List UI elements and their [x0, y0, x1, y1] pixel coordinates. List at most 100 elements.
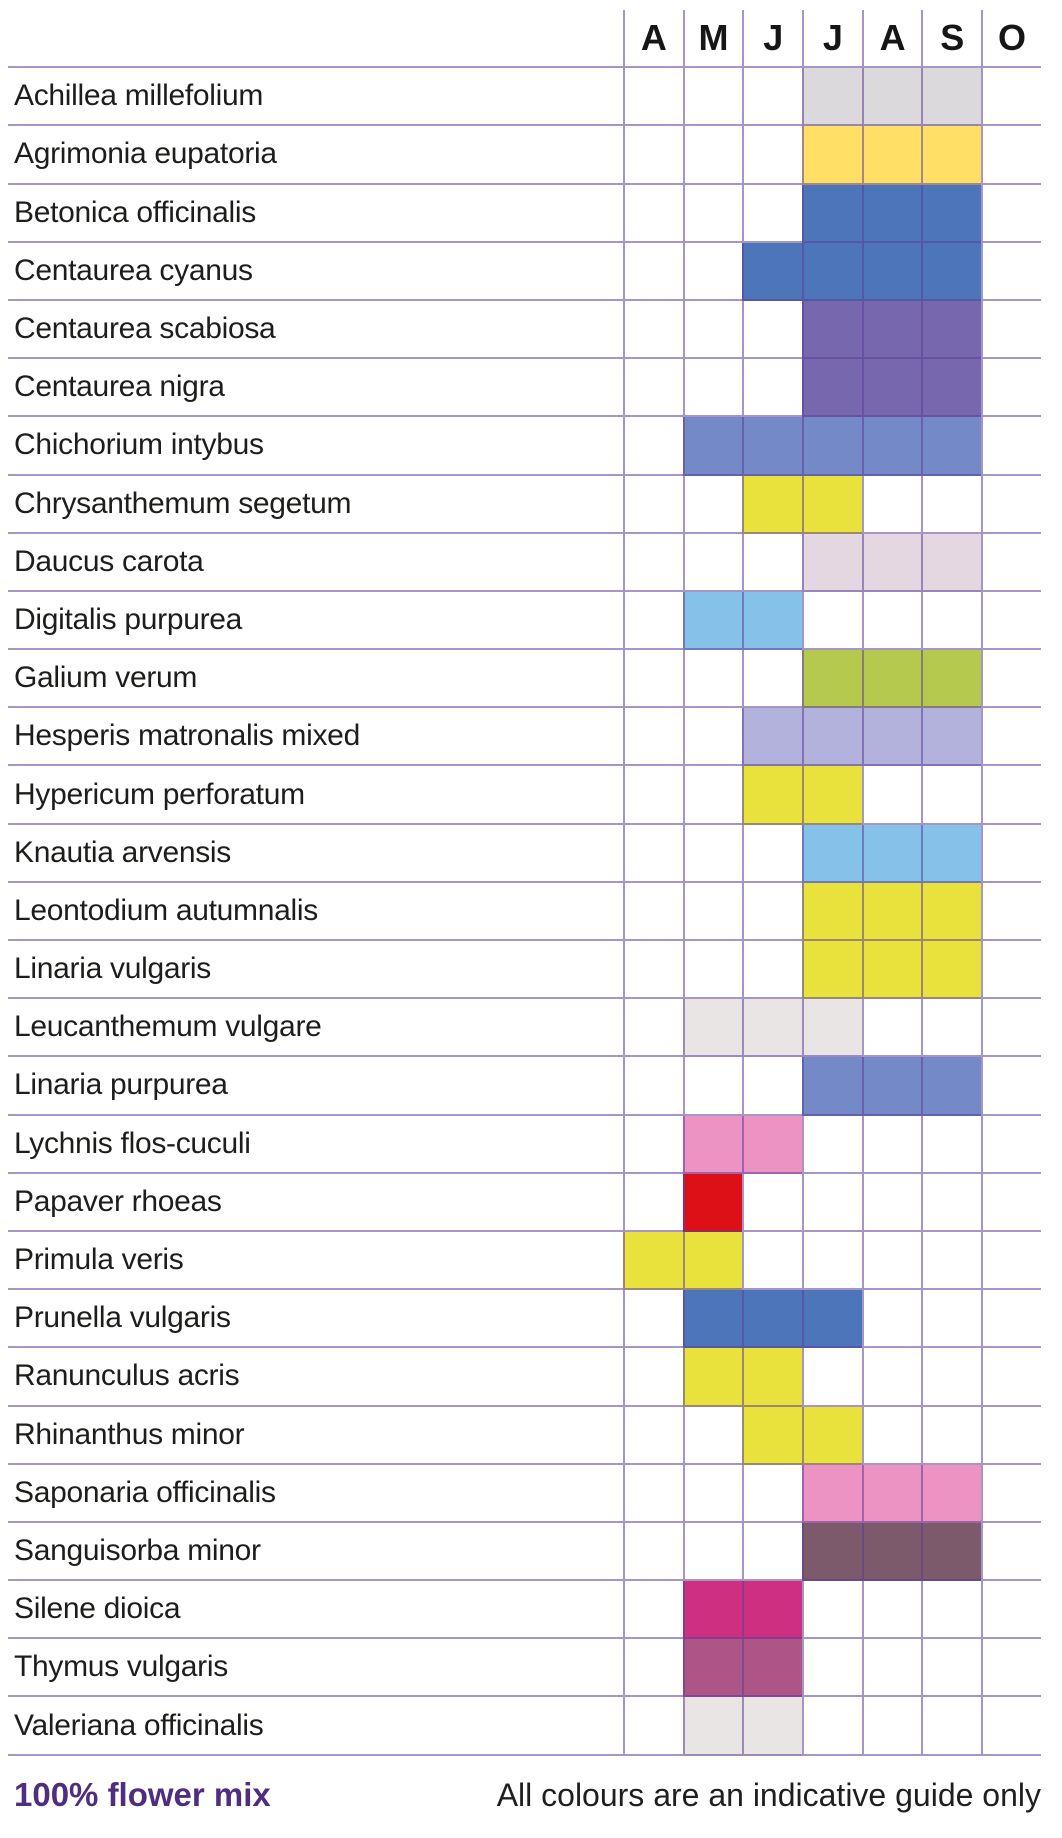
month-cell: [802, 242, 862, 301]
month-cell: [682, 824, 743, 883]
month-header-4: J: [802, 10, 862, 68]
month-cell: [623, 1464, 683, 1523]
month-cell: [861, 68, 922, 127]
month-cell: [981, 417, 1041, 476]
month-cell: [742, 1406, 803, 1465]
month-cell: [981, 533, 1041, 592]
month-cell: [861, 1581, 922, 1640]
month-cell: [981, 359, 1041, 418]
species-label: Agrimonia eupatoria: [8, 126, 623, 185]
month-cell: [742, 68, 803, 127]
month-cell: [802, 300, 862, 360]
month-cell: [921, 882, 982, 941]
month-cell: [981, 591, 1041, 651]
month-cell: [921, 766, 982, 825]
month-cell: [742, 359, 803, 418]
species-label: Hypericum perforatum: [8, 766, 623, 825]
month-cell: [742, 1290, 803, 1349]
month-cell: [802, 1522, 862, 1582]
month-cell: [623, 941, 683, 1000]
species-label: Betonica officinalis: [8, 185, 623, 243]
month-cell: [802, 1406, 862, 1465]
month-cell: [981, 184, 1041, 243]
month-header-3: J: [742, 10, 803, 68]
month-cell: [861, 1057, 922, 1116]
month-cell: [861, 417, 922, 476]
month-cell: [623, 1697, 683, 1756]
species-label: Thymus vulgaris: [8, 1639, 623, 1698]
month-cell: [623, 1057, 683, 1116]
month-cell: [682, 1581, 743, 1640]
species-label: Prunella vulgaris: [8, 1290, 623, 1349]
month-cell: [921, 300, 982, 360]
month-cell: [682, 1639, 743, 1698]
month-cell: [981, 1581, 1041, 1640]
month-cell: [802, 1231, 862, 1291]
species-label: Centaurea nigra: [8, 359, 623, 418]
month-cell: [802, 1581, 862, 1640]
month-cell: [802, 882, 862, 941]
month-cell: [623, 68, 683, 127]
month-cell: [742, 1231, 803, 1291]
month-cell: [682, 708, 743, 767]
month-cell: [682, 650, 743, 709]
month-cell: [623, 359, 683, 418]
month-cell: [682, 184, 743, 243]
month-cell: [861, 184, 922, 243]
month-cell: [742, 1522, 803, 1582]
month-cell: [921, 184, 982, 243]
month-header-1: A: [623, 10, 683, 68]
species-label: Digitalis purpurea: [8, 592, 623, 651]
species-label: Knautia arvensis: [8, 825, 623, 883]
species-label: Hesperis matronalis mixed: [8, 708, 623, 767]
species-label: Lychnis flos-cuculi: [8, 1116, 623, 1174]
month-cell: [682, 1290, 743, 1349]
species-label: Chichorium intybus: [8, 417, 623, 476]
month-cell: [682, 417, 743, 476]
month-cell: [623, 1231, 683, 1291]
month-cell: [981, 824, 1041, 883]
month-cell: [802, 650, 862, 709]
species-label: Silene dioica: [8, 1581, 623, 1640]
month-cell: [742, 824, 803, 883]
month-cell: [861, 1639, 922, 1698]
month-cell: [742, 417, 803, 476]
month-cell: [861, 1115, 922, 1174]
month-cell: [981, 300, 1041, 360]
month-cell: [623, 242, 683, 301]
month-cell: [981, 1231, 1041, 1291]
month-cell: [802, 1639, 862, 1698]
month-cell: [802, 1057, 862, 1116]
month-cell: [802, 941, 862, 1000]
month-cell: [921, 1581, 982, 1640]
month-cell: [623, 824, 683, 883]
month-cell: [802, 184, 862, 243]
month-cell: [921, 126, 982, 185]
month-cell: [682, 1406, 743, 1465]
month-cell: [742, 591, 803, 651]
month-cell: [802, 1697, 862, 1756]
month-header-2: M: [682, 10, 743, 68]
month-cell: [682, 1115, 743, 1174]
month-cell: [981, 1057, 1041, 1116]
month-cell: [921, 824, 982, 883]
month-cell: [981, 999, 1041, 1058]
month-cell: [861, 708, 922, 767]
month-cell: [742, 999, 803, 1058]
month-cell: [921, 1231, 982, 1291]
month-cell: [623, 1115, 683, 1174]
month-cell: [742, 1581, 803, 1640]
month-cell: [742, 941, 803, 1000]
month-cell: [802, 475, 862, 534]
month-cell: [742, 708, 803, 767]
month-cell: [623, 417, 683, 476]
month-cell: [981, 1639, 1041, 1698]
species-label: Sanguisorba minor: [8, 1523, 623, 1582]
month-cell: [682, 1464, 743, 1523]
month-cell: [921, 1464, 982, 1523]
month-cell: [682, 68, 743, 127]
month-cell: [981, 1406, 1041, 1465]
month-cell: [981, 882, 1041, 941]
month-cell: [921, 1697, 982, 1756]
month-cell: [861, 591, 922, 651]
